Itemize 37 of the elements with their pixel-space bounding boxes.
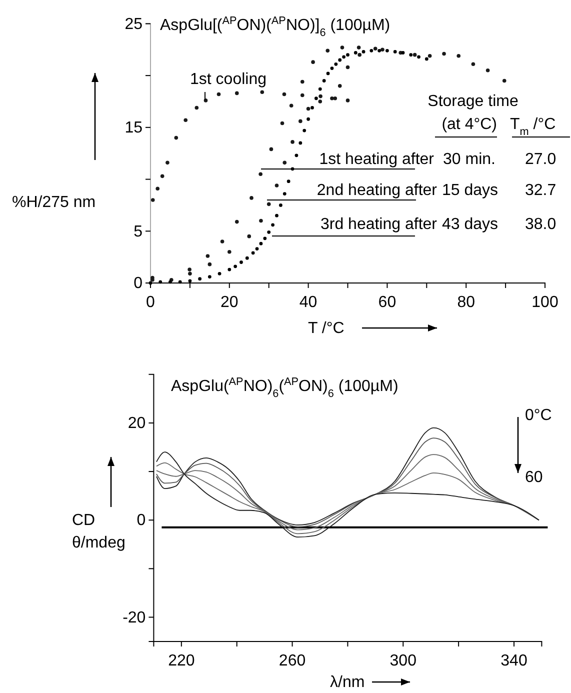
x-tick-label: 340 bbox=[500, 652, 528, 670]
x-tick-label: 220 bbox=[168, 652, 195, 670]
y-axis-title: %H/275 nm bbox=[12, 194, 96, 211]
x-tick-label: 100 bbox=[532, 294, 558, 311]
y-tick-label: 25 bbox=[124, 16, 143, 33]
y-tick-label: -20 bbox=[122, 609, 146, 626]
x-tick-label: 260 bbox=[278, 652, 306, 670]
text: 3rd heating after bbox=[320, 216, 438, 233]
x-tick-label: 80 bbox=[457, 294, 476, 311]
annotation: 27.0 bbox=[525, 151, 556, 168]
y-tick-label: 15 bbox=[124, 120, 143, 137]
annotation: 43 days bbox=[442, 216, 498, 233]
annotation: 0°C bbox=[525, 407, 552, 424]
x-tick-label: 60 bbox=[378, 294, 396, 311]
annotation: 60 bbox=[525, 469, 543, 486]
x-tick-label: 40 bbox=[299, 294, 318, 311]
text: 1st heating after bbox=[319, 151, 435, 168]
x-axis-title: λ/nm bbox=[330, 674, 365, 691]
chart-title: AspGlu($^{AP}$NO)$_{6}$($^{AP}$ON)$_{6}$ (100µM) bbox=[171, 376, 398, 400]
series-label: 1st cooling bbox=[190, 71, 266, 88]
text: 2nd heating after bbox=[316, 182, 438, 199]
x-tick-label: 20 bbox=[220, 294, 238, 311]
annotation: T$_{m}$ /°C bbox=[510, 116, 556, 138]
x-axis-title: T /°C bbox=[308, 320, 344, 337]
y-tick-label: 20 bbox=[128, 415, 146, 432]
annotation: 38.0 bbox=[525, 216, 556, 233]
y-tick-label: 5 bbox=[134, 223, 143, 240]
chart-title: AspGlu[($^{AP}$ON)($^{AP}$NO)]$_{6}$ (100µM) bbox=[160, 15, 390, 39]
y-tick-label: 0 bbox=[134, 275, 143, 292]
annotation: Storage time bbox=[428, 93, 518, 110]
annotation: 15 days bbox=[442, 182, 498, 199]
annotation: 30 min. bbox=[443, 151, 496, 168]
annotation: 32.7 bbox=[525, 182, 556, 199]
y-axis-title: CD θ/mdeg bbox=[72, 512, 126, 552]
x-tick-label: 300 bbox=[390, 652, 417, 670]
y-tick-label: 0 bbox=[136, 512, 146, 530]
annotation: (at 4°C) bbox=[442, 116, 497, 133]
